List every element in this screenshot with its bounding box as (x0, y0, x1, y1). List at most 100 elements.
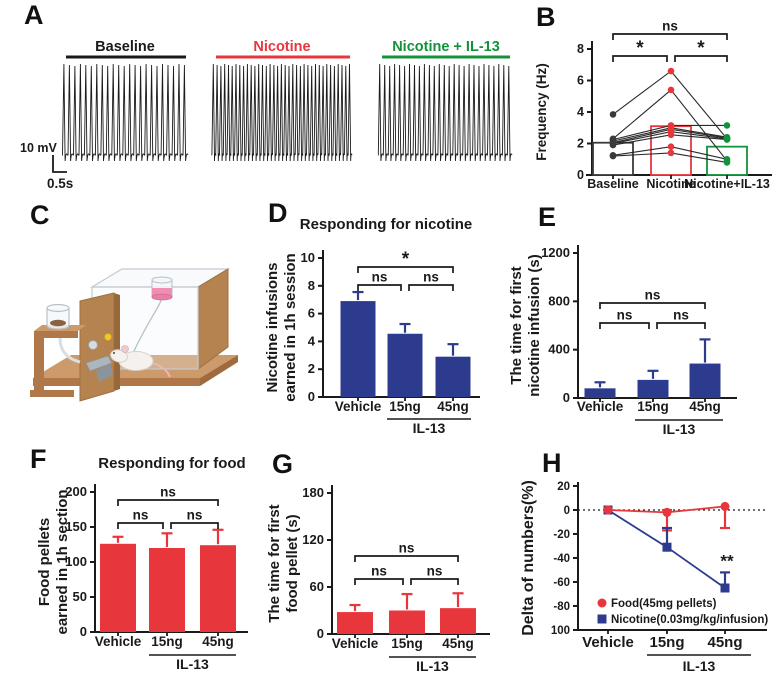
x-category-label: 15ng (637, 399, 669, 414)
sig-bracket (408, 284, 454, 291)
scale-voltage-label: 10 mV (20, 141, 57, 155)
y-tick-label: 120 (302, 532, 324, 547)
y-tick-label: 60 (310, 579, 324, 594)
y-tick-label: 4 (308, 333, 316, 348)
data-point-square (720, 583, 730, 593)
y-axis-label: food pellet (s) (284, 514, 301, 612)
trace-label: Nicotine + IL-13 (392, 39, 500, 55)
food-pellets (50, 319, 66, 327)
x-category-label: 15ng (391, 636, 423, 651)
legend-marker-square (597, 614, 607, 624)
x-category-label: Nicotine (646, 177, 695, 191)
legend-label: Nicotine(0.03mg/kg/infusion) (611, 614, 768, 626)
x-category-label: Vehicle (332, 636, 379, 651)
group-label: IL-13 (413, 420, 446, 436)
data-point-square (662, 542, 672, 552)
x-category-label: Vehicle (582, 634, 634, 651)
lever (85, 355, 113, 372)
x-category-label: Nicotine+IL-13 (684, 177, 770, 191)
legend-label: Food(45mg pellets) (611, 598, 717, 610)
sig-label: ns (673, 308, 689, 323)
data-point-circle (662, 507, 672, 517)
x-category-label: 15ng (389, 399, 421, 414)
sig-bracket (354, 578, 404, 585)
bar-15ng (637, 379, 669, 398)
data-point (667, 86, 675, 94)
cue-light (104, 333, 112, 341)
spike-train (62, 63, 189, 162)
sig-bracket (117, 522, 164, 529)
y-tick-label: 8 (308, 278, 315, 293)
sig-label: ns (399, 541, 415, 556)
sig-label: ns (371, 564, 387, 579)
bar-15ng (149, 548, 185, 632)
y-tick-label: 1200 (541, 245, 570, 260)
sig-label: ns (372, 270, 388, 285)
x-category-label: Baseline (587, 177, 638, 191)
y-tick-label: 6 (577, 74, 584, 88)
legend: Food(45mg pellets) Nicotine(0.03mg/kg/inf… (597, 598, 768, 626)
sig-label: ns (160, 485, 176, 500)
bar-45ng (689, 363, 721, 398)
sig-label: ns (617, 308, 633, 323)
y-tick-label: 0 (577, 168, 584, 182)
data-point-circle (603, 505, 613, 515)
x-category-label: 15ng (649, 634, 684, 651)
nose-poke-port (88, 340, 98, 350)
panel-label-b: B (536, 2, 556, 32)
x-category-label: 45ng (202, 634, 234, 649)
sig-bracket (674, 55, 728, 62)
sig-bracket (612, 33, 728, 40)
bar-15ng (389, 610, 425, 634)
y-tick-label: 200 (65, 484, 87, 499)
y-tick-label: -60 (553, 577, 570, 589)
sig-bracket (599, 322, 650, 329)
x-category-label: 15ng (151, 634, 183, 649)
y-tick-label: -40 (553, 553, 570, 565)
data-point (723, 159, 731, 166)
trace-group: Baseline Nicotine Nicotine + IL-13 10 mV 0.5… (20, 39, 513, 191)
sig-bracket (170, 522, 219, 529)
y-axis-label: Delta of numbers(%) (520, 480, 537, 636)
panel-label-c: C (30, 200, 50, 230)
x-category-label: Vehicle (577, 399, 624, 414)
operant-chamber-illustration (30, 268, 238, 402)
y-tick-label: 20 (557, 481, 570, 493)
y-tick-label: 0 (317, 626, 324, 641)
y-tick-label: 2 (308, 361, 315, 376)
bar-Vehicle (100, 543, 136, 632)
x-category-label: 45ng (442, 636, 474, 651)
data-point (609, 141, 617, 149)
y-tick-label: 150 (65, 519, 87, 534)
panel-c-illustration (30, 268, 238, 402)
chamber-right-wall (197, 268, 229, 370)
bar-15ng (387, 333, 423, 397)
spike-train (377, 63, 513, 162)
mouse-eye (113, 352, 115, 354)
sig-label: ns (427, 564, 443, 579)
data-point (667, 149, 675, 157)
bar-45ng (435, 356, 471, 397)
data-point (667, 67, 675, 75)
panel-label-d: D (268, 198, 288, 228)
data-point-circle (720, 501, 730, 511)
y-tick-label: 0 (80, 624, 87, 639)
sig-bracket (354, 555, 459, 562)
data-point (609, 111, 617, 118)
group-label: IL-13 (663, 421, 696, 437)
y-tick-label: 10 (301, 250, 315, 265)
sig-bracket (117, 499, 219, 506)
bar-plot: 0 2 4 6 8 10 Vehicle 15ng 45ng * ns ns IL-13 Respondi… (264, 216, 480, 436)
y-tick-label: 0 (564, 505, 570, 517)
y-tick-label: 400 (548, 342, 570, 357)
legend-marker-circle (597, 598, 607, 608)
data-point (667, 131, 675, 139)
x-category-label: 45ng (689, 399, 721, 414)
trace-label: Baseline (95, 39, 155, 55)
data-point (667, 143, 675, 150)
sig-bracket (410, 578, 459, 585)
